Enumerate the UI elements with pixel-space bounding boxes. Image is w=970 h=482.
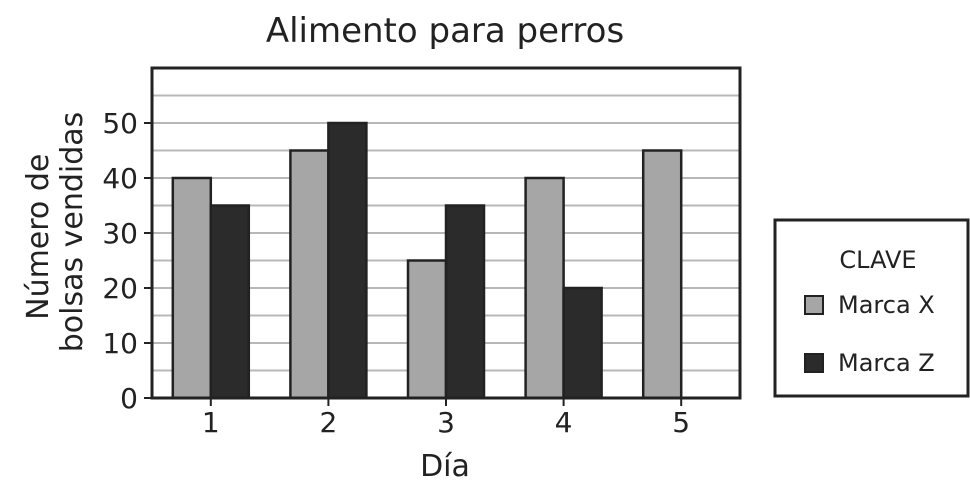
x-tick-label: 3 [437, 406, 455, 439]
bar-marca-z-day-4 [562, 286, 603, 400]
bar-marca-x-day-3 [406, 259, 448, 400]
y-tick-label: 50 [102, 107, 138, 140]
bar-marca-x-day-2 [289, 149, 330, 400]
legend-title: CLAVE [839, 246, 916, 274]
bar-marca-x-day-4 [524, 176, 565, 400]
legend-label: Marca X [838, 291, 935, 319]
y-tick-label: 20 [102, 272, 138, 305]
bar-marca-z-day-1 [209, 204, 251, 400]
x-tick-label: 2 [319, 406, 337, 439]
x-tick-label: 1 [202, 406, 220, 439]
y-tick-label: 0 [120, 382, 138, 415]
legend-swatch [804, 353, 824, 373]
legend-swatch [804, 295, 824, 315]
bar-marca-x-day-1 [171, 176, 213, 400]
bar-marca-z-day-2 [327, 121, 368, 400]
bar-marca-x-day-5 [641, 149, 683, 400]
x-tick-label: 5 [672, 406, 690, 439]
bars [171, 121, 683, 400]
chart-title: Alimento para perros [266, 11, 624, 51]
legend: CLAVE Marca X Marca Z [773, 218, 970, 398]
legend-items: Marca X Marca Z [804, 291, 935, 377]
legend-label: Marca Z [838, 349, 935, 377]
y-axis-label-line-1: Número de [21, 154, 56, 320]
y-axis-label: Número de bolsas vendidas [21, 112, 90, 353]
x-tick-label: 4 [555, 406, 573, 439]
y-tick-label: 40 [102, 162, 138, 195]
y-axis-label-line-2: bolsas vendidas [55, 112, 90, 353]
x-axis-ticks: 1 2 3 4 5 [202, 398, 690, 439]
y-tick-label: 10 [102, 327, 138, 360]
x-axis-label: Día [420, 449, 470, 482]
y-axis-ticks: 0 10 20 30 40 50 [102, 107, 152, 415]
y-tick-label: 30 [102, 217, 138, 250]
bar-marca-z-day-3 [444, 204, 486, 400]
